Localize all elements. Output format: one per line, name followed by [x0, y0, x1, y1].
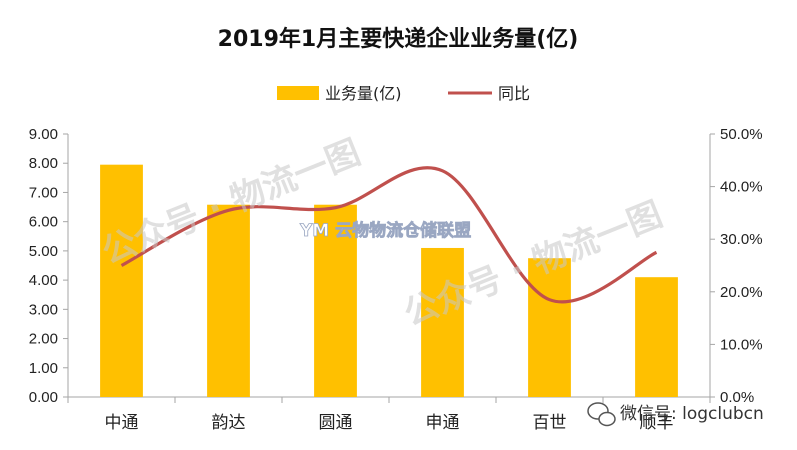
legend: 业务量(亿) 同比	[277, 84, 530, 103]
right-tick-label: 40.0%	[720, 179, 763, 196]
x-axis-ticks	[67, 397, 711, 403]
left-tick-label: 7.00	[29, 184, 58, 201]
category-label: 百世	[533, 413, 567, 433]
svg-text:YM 云物物流仓储联盟: YM 云物物流仓储联盟	[299, 220, 471, 241]
bar-顺丰	[635, 277, 678, 397]
bar-series	[100, 164, 678, 397]
category-label: 圆通	[319, 413, 353, 433]
right-tick-label: 20.0%	[720, 284, 763, 301]
category-labels: 中通 韵达 圆通 申通 百世 顺丰	[105, 413, 674, 433]
left-axis-ticks: 0.00 1.00 2.00 3.00 4.00 5.00 6.00 7.00 8.00 9.00	[29, 126, 68, 406]
wechat-watermark: 微信号: logclubcn	[587, 402, 764, 427]
yoy-line-series	[120, 166, 658, 304]
right-tick-label: 0.0%	[720, 389, 754, 406]
left-tick-label: 1.00	[29, 360, 58, 377]
legend-bar-label: 业务量(亿)	[325, 84, 402, 103]
bar-韵达	[207, 204, 250, 397]
bar-百世	[528, 258, 571, 397]
left-tick-label: 2.00	[29, 331, 58, 348]
legend-line-label: 同比	[498, 84, 530, 103]
watermark-logo: YM 云物物流仓储联盟	[299, 220, 472, 242]
left-tick-label: 8.00	[29, 155, 58, 172]
right-tick-label: 10.0%	[720, 336, 763, 353]
left-tick-label: 5.00	[29, 243, 58, 260]
bar-圆通	[314, 204, 357, 397]
legend-bar-swatch	[277, 86, 319, 100]
right-tick-label: 50.0%	[720, 126, 763, 143]
right-tick-label: 30.0%	[720, 231, 763, 248]
left-tick-label: 3.00	[29, 301, 58, 318]
category-label: 中通	[105, 413, 139, 433]
left-tick-label: 6.00	[29, 214, 58, 231]
wechat-icon	[587, 402, 616, 427]
chart-title: 2019年1月主要快递企业业务量(亿)	[218, 26, 579, 52]
left-tick-label: 0.00	[29, 389, 58, 406]
right-axis-ticks: 0.0% 10.0% 20.0% 30.0% 40.0% 50.0%	[710, 126, 763, 406]
category-label: 顺丰	[640, 413, 674, 433]
bar-中通	[100, 164, 143, 397]
left-tick-label: 9.00	[29, 126, 58, 143]
left-tick-label: 4.00	[29, 272, 58, 289]
bar-申通	[421, 247, 464, 397]
category-label: 申通	[426, 413, 460, 433]
svg-text:微信号: logclubcn: 微信号: logclubcn	[620, 404, 764, 424]
category-label: 韵达	[212, 413, 246, 433]
